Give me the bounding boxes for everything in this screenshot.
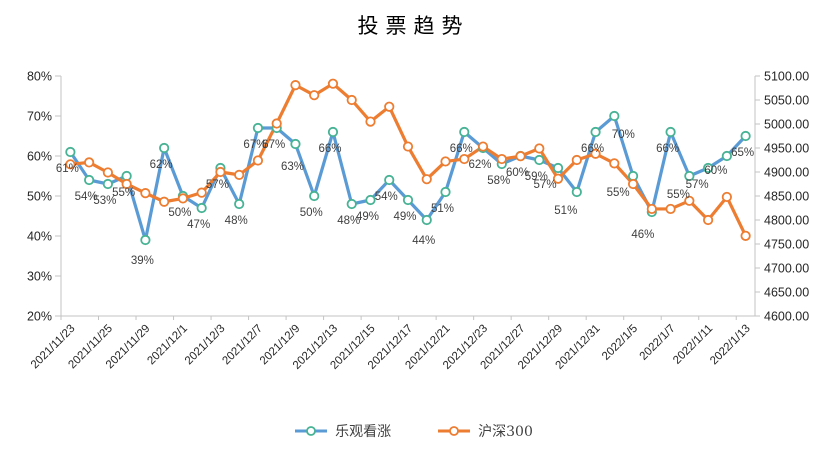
svg-text:40%: 40% xyxy=(27,230,52,244)
svg-text:67%: 67% xyxy=(262,139,285,151)
svg-text:57%: 57% xyxy=(686,179,709,191)
svg-text:50%: 50% xyxy=(27,190,52,204)
chart-title: 投票趋势 xyxy=(357,14,470,38)
svg-text:70%: 70% xyxy=(612,129,635,141)
svg-text:48%: 48% xyxy=(225,215,248,227)
blue-line-marker-icon xyxy=(295,426,328,436)
orange-line-marker-icon xyxy=(438,426,471,436)
svg-text:46%: 46% xyxy=(631,229,654,241)
svg-text:5050.00: 5050.00 xyxy=(764,94,809,108)
svg-text:57%: 57% xyxy=(534,179,557,191)
svg-text:50%: 50% xyxy=(300,207,323,219)
svg-text:4600.00: 4600.00 xyxy=(764,310,809,324)
svg-text:60%: 60% xyxy=(506,167,529,179)
svg-text:62%: 62% xyxy=(469,159,492,171)
svg-text:51%: 51% xyxy=(554,205,577,217)
svg-text:30%: 30% xyxy=(27,270,52,284)
svg-text:62%: 62% xyxy=(150,159,173,171)
svg-text:2022/1/13: 2022/1/13 xyxy=(708,323,753,368)
legend-item-bullish: 乐观看涨 xyxy=(294,421,391,441)
svg-text:49%: 49% xyxy=(356,211,379,223)
svg-text:49%: 49% xyxy=(393,211,416,223)
marker-layer xyxy=(65,78,751,246)
svg-text:65%: 65% xyxy=(731,147,754,159)
chart-legend: 乐观看涨 沪深300 xyxy=(0,421,827,441)
svg-text:58%: 58% xyxy=(487,175,510,187)
svg-text:4800.00: 4800.00 xyxy=(764,214,809,228)
legend-item-hs300: 沪深300 xyxy=(437,421,533,441)
svg-text:53%: 53% xyxy=(93,195,116,207)
svg-text:51%: 51% xyxy=(431,203,454,215)
legend-label-hs300: 沪深300 xyxy=(478,424,533,440)
svg-text:4950.00: 4950.00 xyxy=(764,142,809,156)
svg-text:67%: 67% xyxy=(243,139,266,151)
svg-text:50%: 50% xyxy=(168,207,191,219)
data-label-layer: 61%54%53%55%39%62%50%47%57%48%67%67%63%5… xyxy=(56,129,754,267)
svg-text:55%: 55% xyxy=(667,189,690,201)
svg-text:57%: 57% xyxy=(206,179,229,191)
svg-text:4750.00: 4750.00 xyxy=(764,238,809,252)
svg-text:2022/1/5: 2022/1/5 xyxy=(600,323,640,363)
svg-text:63%: 63% xyxy=(281,161,304,173)
svg-text:44%: 44% xyxy=(412,235,435,247)
svg-text:66%: 66% xyxy=(318,143,341,155)
svg-text:60%: 60% xyxy=(704,165,727,177)
svg-text:5100.00: 5100.00 xyxy=(764,70,809,84)
svg-text:54%: 54% xyxy=(75,191,98,203)
axis-layer: 80% 70% 60% 50% 40% 30% 20% 5100.00 5050.00 5000.… xyxy=(27,70,809,372)
svg-text:70%: 70% xyxy=(27,110,52,124)
svg-text:60%: 60% xyxy=(27,150,52,164)
legend-label-bullish: 乐观看涨 xyxy=(335,424,392,440)
svg-text:61%: 61% xyxy=(56,163,79,175)
svg-text:66%: 66% xyxy=(450,143,473,155)
svg-text:54%: 54% xyxy=(375,191,398,203)
svg-text:48%: 48% xyxy=(337,215,360,227)
svg-text:20%: 20% xyxy=(27,310,52,324)
svg-text:59%: 59% xyxy=(525,171,548,183)
svg-text:66%: 66% xyxy=(656,143,679,155)
svg-text:47%: 47% xyxy=(187,219,210,231)
svg-text:55%: 55% xyxy=(112,187,135,199)
svg-text:39%: 39% xyxy=(131,255,154,267)
svg-text:80%: 80% xyxy=(27,70,52,84)
svg-text:55%: 55% xyxy=(607,187,630,199)
svg-text:4900.00: 4900.00 xyxy=(764,166,809,180)
svg-text:4650.00: 4650.00 xyxy=(764,286,809,300)
svg-text:5000.00: 5000.00 xyxy=(764,118,809,132)
svg-text:66%: 66% xyxy=(581,143,604,155)
svg-text:4850.00: 4850.00 xyxy=(764,190,809,204)
svg-text:4700.00: 4700.00 xyxy=(764,262,809,276)
